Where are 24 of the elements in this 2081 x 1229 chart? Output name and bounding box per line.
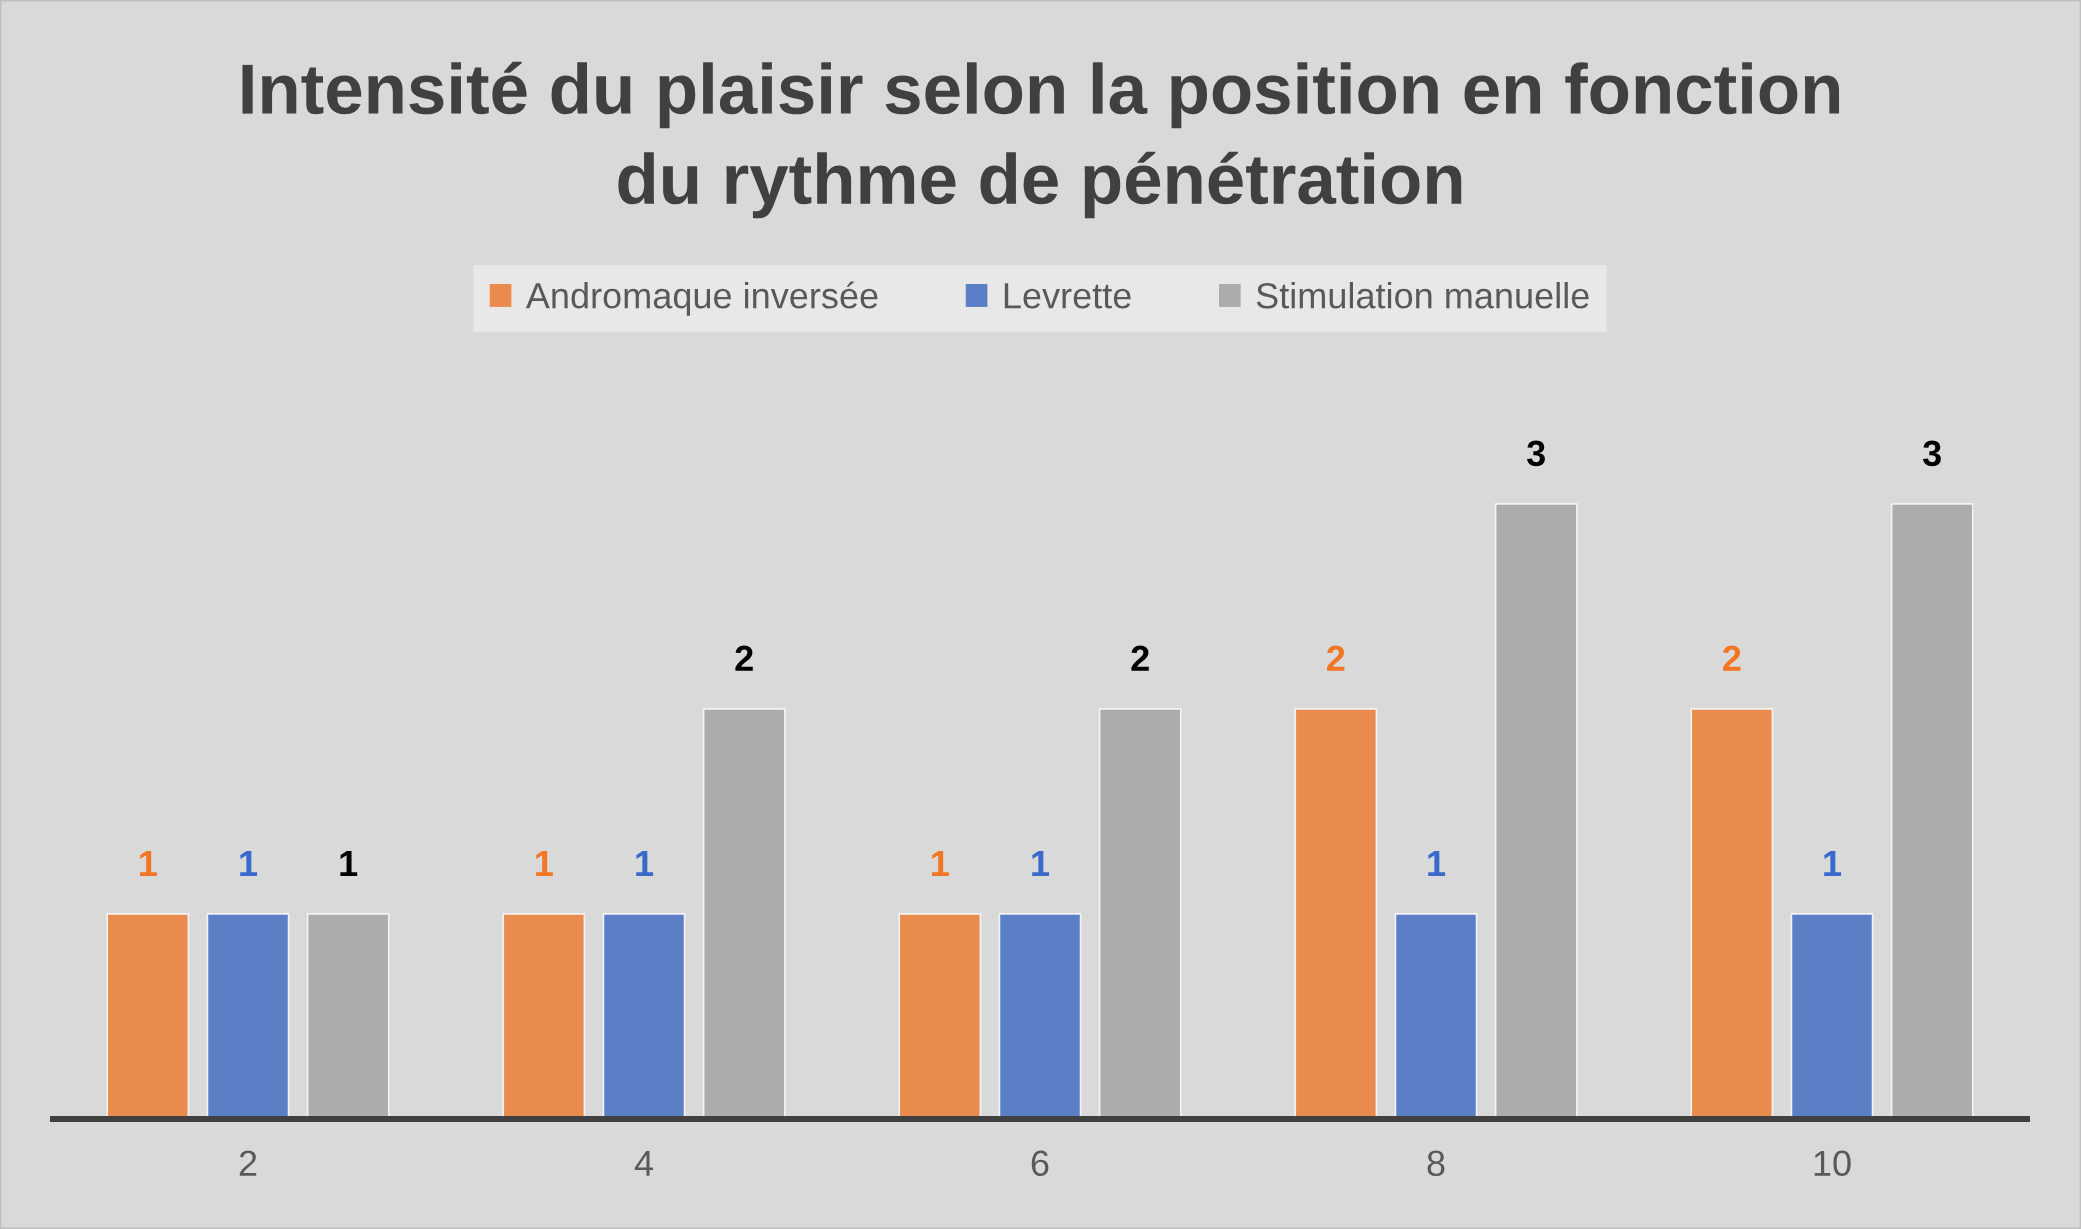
legend-label: Levrette bbox=[1004, 283, 1131, 309]
data-label: 1 bbox=[1824, 851, 1842, 876]
x-tick-label: 10 bbox=[1814, 1150, 1851, 1177]
data-label: 1 bbox=[140, 851, 157, 876]
data-label: 2 bbox=[1723, 645, 1741, 671]
legend-label: Stimulation manuelle bbox=[1256, 282, 1589, 309]
data-label: 2 bbox=[735, 645, 753, 671]
data-label: 2 bbox=[1131, 645, 1149, 671]
data-label: 3 bbox=[1526, 440, 1545, 467]
legend-label: Andromaque inversée bbox=[525, 281, 878, 316]
x-tick-label: 8 bbox=[1427, 1150, 1445, 1177]
x-tick-label: 2 bbox=[239, 1150, 257, 1176]
data-label: 1 bbox=[240, 851, 258, 876]
data-label: 1 bbox=[536, 851, 553, 876]
data-label: 1 bbox=[636, 851, 654, 876]
data-label: 1 bbox=[1428, 851, 1446, 876]
data-label: 1 bbox=[1032, 851, 1050, 876]
data-label: 2 bbox=[1327, 645, 1345, 671]
x-tick-label: 6 bbox=[1031, 1150, 1049, 1177]
x-tick-label: 4 bbox=[634, 1150, 653, 1176]
chart-title: Intensité du plaisir selon la position en fonction du rythme de pénétration bbox=[242, 61, 1840, 219]
data-label: 1 bbox=[340, 851, 358, 876]
data-label: 1 bbox=[932, 851, 949, 876]
data-label: 3 bbox=[1922, 440, 1941, 467]
